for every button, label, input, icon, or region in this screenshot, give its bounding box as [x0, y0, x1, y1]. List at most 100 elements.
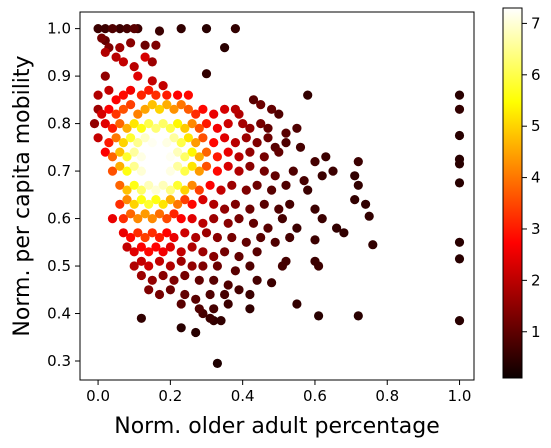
scatter-point — [144, 285, 154, 295]
scatter-point — [314, 311, 324, 321]
scatter-point — [176, 256, 186, 266]
scatter-point — [147, 275, 157, 285]
scatter-point — [140, 40, 150, 50]
scatter-point — [136, 313, 146, 323]
scatter-point — [245, 204, 255, 214]
scatter-point — [111, 95, 121, 105]
scatter-point — [227, 180, 237, 190]
scatter-point — [169, 275, 179, 285]
scatter-point — [205, 180, 215, 190]
scatter-point — [176, 299, 186, 309]
scatter-point — [162, 214, 172, 224]
scatter-point — [176, 247, 186, 257]
scatter-point — [122, 195, 132, 205]
scatter-point — [274, 147, 284, 157]
scatter-point — [162, 138, 172, 148]
scatter-point — [115, 199, 125, 209]
scatter-point — [230, 104, 240, 114]
scatter-point — [154, 289, 165, 300]
scatter-point — [129, 261, 139, 271]
scatter-point — [118, 138, 128, 148]
scatter-point — [314, 261, 324, 271]
scatter-point — [147, 76, 157, 86]
scatter-point — [263, 133, 273, 143]
scatter-point — [267, 278, 277, 288]
scatter-point — [241, 133, 251, 143]
scatter-point — [310, 157, 320, 167]
scatter-point — [140, 232, 150, 243]
scatter-point — [230, 138, 240, 148]
scatter-point — [364, 211, 374, 221]
scatter-point — [144, 147, 154, 157]
scatter-point — [183, 104, 193, 114]
scatter-point — [209, 138, 219, 148]
scatter-point — [259, 166, 269, 176]
scatter-point — [144, 180, 154, 190]
scatter-point — [118, 214, 128, 224]
scatter-point — [191, 232, 201, 243]
scatter-point — [220, 247, 230, 257]
scatter-point — [194, 152, 204, 162]
scatter-point — [454, 237, 465, 247]
scatter-point — [209, 214, 219, 224]
scatter-point — [154, 104, 165, 114]
scatter-point — [129, 147, 139, 157]
scatter-point — [136, 195, 146, 205]
scatter-point — [252, 138, 262, 148]
scatter-point — [245, 147, 255, 157]
colorbar-tick-label: 4 — [531, 169, 541, 187]
scatter-point — [270, 171, 280, 181]
scatter-point — [122, 24, 132, 34]
scatter-point — [245, 304, 255, 314]
scatter-point — [223, 119, 233, 129]
scatter-point — [205, 289, 215, 300]
scatter-point — [147, 100, 157, 110]
scatter-point — [136, 256, 146, 266]
scatter-point — [126, 85, 136, 95]
scatter-point — [248, 218, 259, 228]
scatter-point — [118, 228, 128, 238]
scatter-point — [165, 123, 175, 133]
scatter-point — [97, 33, 107, 43]
scatter-point — [100, 71, 110, 81]
scatter-point — [212, 358, 222, 368]
scatter-point — [317, 171, 327, 181]
scatter-point — [122, 185, 132, 195]
y-axis-ticks: 0.3 0.4 0.5 0.6 0.7 0.8 0.9 1.0 — [47, 20, 80, 370]
scatter-point — [292, 299, 302, 309]
scatter-point — [201, 161, 212, 171]
scatter-point — [158, 81, 168, 91]
scatter-point — [165, 166, 175, 176]
scatter-point — [118, 90, 128, 100]
scatter-point — [115, 147, 125, 157]
plot-frame — [79, 11, 475, 381]
colorbar-tick-label: 7 — [531, 14, 541, 32]
y-tick-label: 0.5 — [47, 257, 71, 275]
scatter-point — [169, 209, 179, 219]
scatter-point — [270, 237, 280, 247]
scatter-point — [285, 199, 295, 209]
scatter-point — [303, 185, 313, 195]
scatter-point — [317, 214, 327, 224]
scatter-point — [180, 123, 190, 133]
scatter-point — [281, 138, 291, 148]
scatter-point — [136, 152, 146, 162]
scatter-point — [353, 157, 363, 167]
scatter-point — [288, 166, 298, 176]
scatter-point — [263, 123, 273, 133]
scatter-point — [176, 100, 186, 110]
scatter-point — [277, 261, 287, 271]
scatter-point — [353, 180, 363, 190]
scatter-point — [107, 214, 118, 224]
scatter-point — [187, 147, 197, 157]
scatter-point — [216, 185, 226, 195]
scatter-point — [165, 152, 175, 162]
scatter-point — [147, 57, 157, 67]
colorbar-tick-label: 6 — [531, 66, 541, 84]
scatter-point — [187, 242, 197, 252]
scatter-point — [234, 285, 244, 295]
scatter-point — [212, 232, 222, 243]
scatter-point — [176, 138, 186, 148]
scatter-point — [350, 195, 360, 205]
